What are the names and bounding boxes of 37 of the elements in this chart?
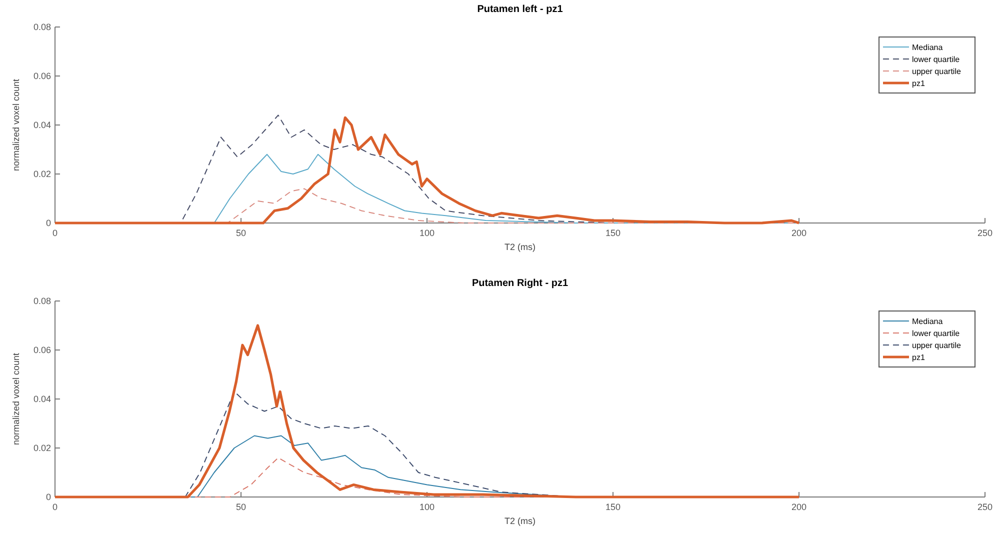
x-tick-label: 200 [791,228,807,238]
x-tick-label: 0 [52,228,58,238]
y-tick-label: 0.02 [33,443,51,453]
x-axis-title: T2 (ms) [504,242,536,252]
y-tick-label: 0.08 [33,22,51,32]
y-tick-label: 0.06 [33,345,51,355]
legend-label: lower quartile [912,329,960,338]
legend-label: pz1 [912,79,926,88]
x-tick-label: 150 [605,502,621,512]
legend-label: Mediana [912,317,944,326]
x-tick-label: 50 [236,502,246,512]
y-tick-label: 0.04 [33,394,51,404]
y-tick-label: 0 [46,218,51,228]
y-tick-label: 0.02 [33,169,51,179]
legend-label: pz1 [912,353,926,362]
x-axis-title: T2 (ms) [504,516,536,526]
x-tick-label: 50 [236,228,246,238]
legend-label: upper quartile [912,67,962,76]
x-tick-label: 250 [977,502,993,512]
x-tick-label: 200 [791,502,807,512]
chart-title: Putamen left - pz1 [477,4,564,15]
x-tick-label: 150 [605,228,621,238]
chart-title: Putamen Right - pz1 [472,278,568,289]
x-tick-label: 100 [419,502,435,512]
legend-label: lower quartile [912,55,960,64]
y-axis-title: normalized voxel count [11,78,21,172]
y-tick-label: 0 [46,492,51,502]
y-tick-label: 0.06 [33,71,51,81]
line-series [54,324,800,498]
y-tick-label: 0.04 [33,120,51,130]
legend-label: upper quartile [912,341,962,350]
x-tick-label: 100 [419,228,435,238]
y-axis-title: normalized voxel count [11,352,21,446]
x-tick-label: 250 [977,228,993,238]
y-tick-label: 0.08 [33,296,51,306]
x-tick-label: 0 [52,502,58,512]
legend-label: Mediana [912,43,944,52]
